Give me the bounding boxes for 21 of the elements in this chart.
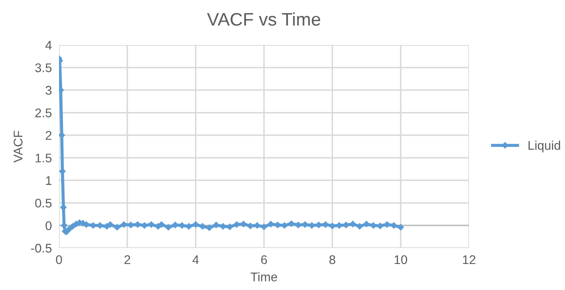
legend-label: Liquid [528, 140, 560, 152]
y-tick-label: 3 [46, 86, 52, 95]
y-tick-label: -0.5 [31, 244, 52, 253]
chart-title: VACF vs Time [207, 12, 320, 26]
y-tick-label: 0 [46, 221, 52, 230]
x-tick-label: 10 [394, 255, 408, 264]
y-tick-label: 1 [46, 176, 52, 185]
y-tick-label: 0.5 [35, 198, 52, 208]
x-axis-title: Time [250, 272, 278, 282]
y-tick-label: 2.5 [35, 108, 52, 118]
y-tick-label: 2 [46, 131, 52, 140]
y-axis-title: VACF [14, 130, 22, 163]
x-tick-label: 6 [261, 255, 267, 264]
x-tick-label: 2 [124, 255, 130, 264]
x-tick-label: 12 [463, 255, 476, 264]
y-tick-label: 1.5 [36, 154, 52, 162]
x-tick-label: 4 [192, 255, 199, 264]
x-tick-label: 0 [56, 255, 62, 264]
y-tick-label: 4 [45, 40, 52, 50]
x-tick-label: 8 [329, 255, 336, 264]
y-tick-label: 3.5 [35, 63, 52, 72]
